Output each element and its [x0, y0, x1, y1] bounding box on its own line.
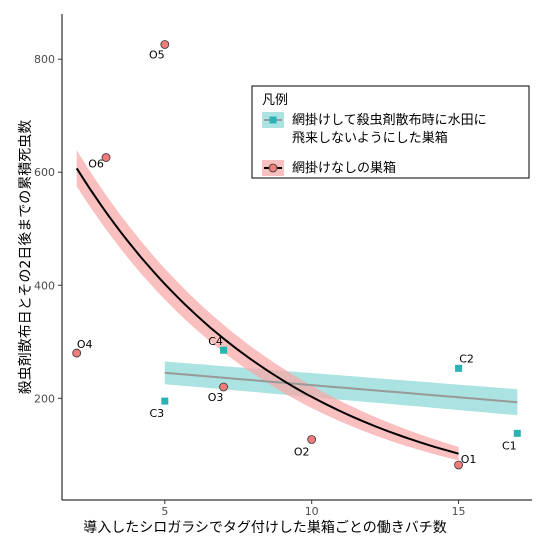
data-points [72, 40, 521, 470]
point-O3 [219, 382, 228, 392]
y-tick-label: 400 [34, 279, 55, 292]
point-O6 [101, 153, 111, 162]
point-O1 [454, 460, 463, 470]
legend-key-marker-open [268, 163, 278, 173]
band-open [76, 150, 459, 461]
y-axis-title: 殺虫剤散布日とその2日後までの累積死虫数 [18, 120, 34, 395]
point-label-O4: O4 [77, 338, 93, 351]
point-label-O5: O5 [149, 49, 165, 62]
point-O5 [160, 40, 170, 49]
fit-line-netted [164, 371, 518, 404]
point-O2 [307, 435, 317, 444]
x-tick-label: 5 [161, 505, 168, 518]
point-label-O6: O6 [88, 158, 104, 171]
point-C2 [455, 364, 463, 372]
x-tick-label: 10 [305, 505, 319, 518]
y-tick-label: 200 [34, 392, 55, 405]
x-axis-title: 導入したシロガラシでタグ付けした巣箱ごとの働きバチ数 [83, 520, 447, 536]
point-label-O1: O1 [461, 453, 477, 466]
point-C1 [513, 429, 521, 437]
point-label-C1: C1 [502, 439, 517, 452]
y-tick-label: 600 [34, 166, 55, 179]
point-O4 [72, 348, 82, 358]
y-tick-label: 800 [34, 53, 55, 66]
point-labels: C1 C2 C3 C4 O1 O2 O3 O4 O5 O6 [77, 49, 517, 466]
point-label-C4: C4 [208, 335, 223, 348]
confidence-bands [76, 150, 518, 461]
point-C4 [220, 346, 228, 354]
legend-box [251, 85, 530, 179]
fit-line-open [75, 167, 459, 455]
point-label-C3: C3 [149, 407, 164, 420]
point-C3 [161, 397, 169, 405]
point-label-C2: C2 [459, 352, 474, 365]
axes: 5 10 15 200 400 600 800 [34, 14, 532, 518]
x-tick-label: 15 [452, 505, 466, 518]
legend-key-marker-netted [269, 116, 277, 124]
legend-entry-text: 網掛けして殺虫剤散布時に水田に [292, 112, 487, 128]
legend-title: 凡例 [262, 93, 288, 108]
legend-entry-text: 飛来しないようにした巣箱 [292, 130, 448, 146]
fit-lines [75, 167, 518, 455]
point-label-O3: O3 [208, 391, 224, 404]
point-label-O2: O2 [294, 446, 310, 459]
legend-entry-text: 網掛けなしの巣箱 [292, 160, 396, 176]
